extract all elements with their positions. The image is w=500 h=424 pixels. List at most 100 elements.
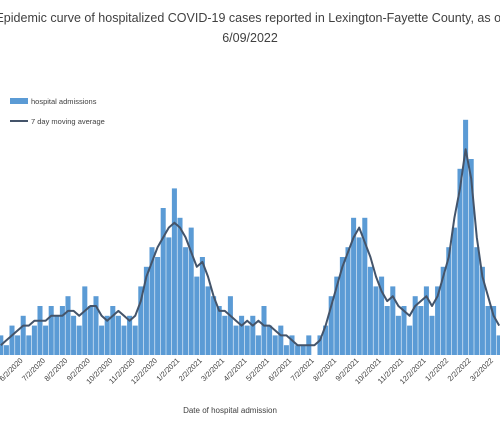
bar — [401, 306, 407, 355]
bar — [227, 296, 233, 355]
bar — [496, 335, 500, 355]
bar — [435, 286, 441, 355]
bar — [418, 306, 424, 355]
bar — [71, 315, 77, 355]
bar — [373, 286, 379, 355]
bar — [132, 325, 138, 355]
legend-label: 7 day moving average — [31, 117, 105, 126]
bar — [211, 296, 217, 355]
bar — [188, 227, 194, 355]
bar — [15, 335, 21, 355]
bar — [54, 315, 60, 355]
bar — [395, 315, 401, 355]
bar — [379, 276, 385, 355]
bar — [155, 257, 161, 355]
bar — [457, 168, 463, 355]
moving-average-line — [0, 148, 500, 347]
bar — [199, 257, 205, 355]
x-tick-label: 7/2/2021 — [289, 356, 316, 383]
bar — [104, 315, 110, 355]
bar — [289, 335, 295, 355]
x-tick-label: 5/2/2021 — [244, 356, 271, 383]
bar — [3, 345, 9, 355]
x-tick-label: 1/2/2021 — [154, 356, 181, 383]
bar — [317, 335, 323, 355]
bar — [177, 217, 183, 355]
bar — [115, 315, 121, 355]
bar — [267, 325, 273, 355]
chart-title: Epidemic curve of hospitalized COVID-19 … — [0, 11, 500, 25]
bar — [463, 119, 469, 355]
bar — [37, 306, 43, 355]
x-axis-label: Date of hospital admission — [183, 406, 277, 415]
bar — [43, 325, 49, 355]
bar — [362, 217, 368, 355]
x-tick-label: 1/2/2022 — [423, 356, 450, 383]
chart-subtitle: 6/09/2022 — [222, 31, 278, 45]
bar — [283, 345, 289, 355]
bar — [390, 286, 396, 355]
bar — [485, 306, 491, 355]
bar — [272, 335, 278, 355]
bar — [76, 325, 82, 355]
bar — [328, 296, 334, 355]
bar — [149, 247, 155, 355]
bar — [59, 306, 65, 355]
bar — [407, 325, 413, 355]
legend-swatch — [10, 98, 28, 104]
bar — [216, 306, 222, 355]
bar — [26, 335, 32, 355]
bar — [255, 335, 261, 355]
bar — [423, 286, 429, 355]
bar — [110, 306, 116, 355]
bar — [474, 247, 480, 355]
bar — [194, 276, 200, 355]
bar — [48, 306, 54, 355]
bar — [244, 325, 250, 355]
x-tick-label: 8/2/2020 — [42, 356, 69, 383]
bar — [491, 306, 497, 355]
bar — [31, 325, 37, 355]
bar — [440, 266, 446, 355]
bar — [99, 325, 105, 355]
bar — [87, 306, 93, 355]
bar — [233, 325, 239, 355]
bar — [171, 188, 177, 355]
bar — [121, 325, 127, 355]
bar — [166, 237, 172, 355]
bar — [239, 315, 245, 355]
bar — [334, 276, 340, 355]
x-tick-label: 3/2/2022 — [468, 356, 495, 383]
bar — [143, 266, 149, 355]
bar — [351, 217, 357, 355]
bar — [138, 286, 144, 355]
bar — [339, 257, 345, 355]
bar — [295, 345, 301, 355]
x-tick-label: 4/2/2021 — [222, 356, 249, 383]
bar — [20, 315, 26, 355]
bar — [384, 306, 390, 355]
bar — [323, 325, 329, 355]
bar — [261, 306, 267, 355]
bar — [9, 325, 15, 355]
x-tick-label: 8/2/2021 — [311, 356, 338, 383]
bar — [205, 286, 211, 355]
bar — [367, 266, 373, 355]
bar — [82, 286, 88, 355]
bar — [127, 315, 133, 355]
x-tick-label: 3/2/2021 — [199, 356, 226, 383]
x-tick-label: 7/2/2020 — [20, 356, 47, 383]
bar — [250, 315, 256, 355]
bar — [356, 237, 362, 355]
bar — [300, 345, 306, 355]
bar — [468, 159, 474, 355]
bar — [345, 247, 351, 355]
bar — [479, 266, 485, 355]
bar — [183, 247, 189, 355]
bar — [160, 208, 166, 355]
x-tick-label: 2/2/2021 — [177, 356, 204, 383]
x-tick-label: 2/2/2022 — [446, 356, 473, 383]
x-tick-label: 6/2/2021 — [266, 356, 293, 383]
bar — [65, 296, 71, 355]
